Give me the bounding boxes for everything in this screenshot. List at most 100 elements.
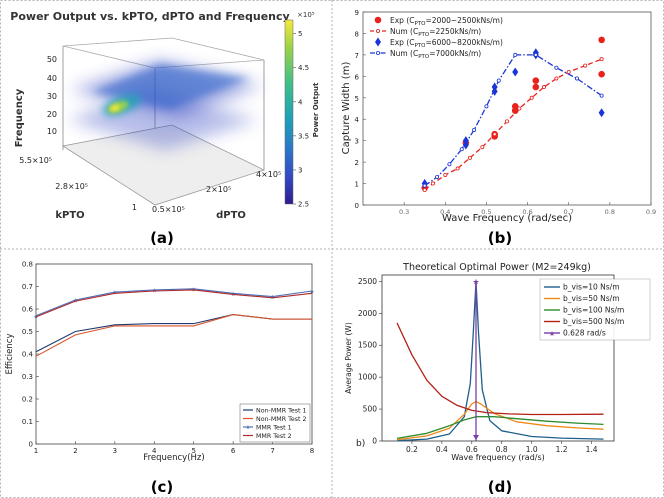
y-tick-label: 0 <box>372 437 377 446</box>
series-line <box>35 314 312 353</box>
legend-marker <box>375 51 380 56</box>
kpto-tick-label: 2.8×10⁵ <box>55 182 88 191</box>
legend-marker: ★ <box>549 330 555 338</box>
x-tick-label: 0.2 <box>406 445 418 454</box>
data-point <box>467 155 472 160</box>
y-tick-label: 0.2 <box>22 396 33 404</box>
x-tick-label: 4 <box>152 447 157 455</box>
legend-label-main: Exp (C <box>390 16 415 25</box>
legend-label: Exp (CPTO=6000~8200kNs/m) <box>390 38 503 49</box>
legend-marker <box>375 37 381 47</box>
reference-arrow <box>472 435 479 440</box>
y-tick-label: 6 <box>355 73 360 81</box>
panel-a-z-ticks: 50 40 30 20 10 <box>47 55 57 136</box>
y-tick-label: 0.1 <box>22 418 33 426</box>
colorbar-label: Power Output <box>312 82 320 137</box>
data-point <box>435 175 440 180</box>
legend-label: b_vis=10 Ns/m <box>563 283 620 292</box>
legend-label: Non-MMR Test 2 <box>256 416 306 423</box>
data-point <box>422 183 427 188</box>
series-line <box>35 314 312 357</box>
x-tick-label: 0.7 <box>564 208 574 216</box>
legend-label: b_vis=50 Ns/m <box>563 294 620 303</box>
series-line <box>396 322 604 416</box>
panel-d-series: ★ <box>396 277 604 442</box>
panel-c-legend: Non-MMR Test 1 Non-MMR Test 2 ★ MMR Test 1 M… <box>239 403 311 443</box>
legend-label-rest: =7000kNs/m) <box>429 49 481 58</box>
colorbar <box>284 19 294 205</box>
panel-d-ylabel: Average Power (W) <box>344 322 353 394</box>
panel-a-dpto-ticks: 0.5×10⁵ 2×10⁵ 4×10⁵ <box>152 170 281 214</box>
data-point <box>599 57 604 62</box>
data-point <box>598 36 605 44</box>
data-point <box>533 52 538 57</box>
panel-d-title: Theoretical Optimal Power (M2=249kg) <box>402 262 591 273</box>
series-line <box>396 400 604 441</box>
panel-a-zlabel: Frequency <box>14 88 25 147</box>
legend-label: Non-MMR Test 1 <box>256 407 306 414</box>
y-tick-label: 0 <box>355 202 359 210</box>
y-tick-label: 0.7 <box>22 283 33 291</box>
panel-d-optimal-power-chart: Theoretical Optimal Power (M2=249kg) 0.2… <box>344 262 651 462</box>
data-point <box>447 162 452 167</box>
data-point <box>459 147 464 152</box>
data-point <box>532 83 540 91</box>
y-tick-label: 5 <box>355 95 359 103</box>
panel-c-efficiency-chart: 1 2 3 4 5 6 7 800.10.20.30.40.50.60.70.8 ★★★ ★ ★★… <box>5 261 315 464</box>
legend-label-sub: PTO <box>415 21 427 27</box>
legend-label-rest: =6000~8200kNs/m) <box>426 38 503 47</box>
data-point <box>492 132 497 137</box>
legend-label-main: Exp (C <box>390 38 415 47</box>
data-point <box>462 136 469 146</box>
x-tick-label: 0.8 <box>605 208 615 216</box>
z-tick-label: 20 <box>47 110 57 119</box>
data-point <box>566 70 571 75</box>
y-tick-label: 1000 <box>358 373 377 382</box>
kpto-tick-label: 1 <box>132 203 137 212</box>
panel-a-label: (a) <box>150 229 174 247</box>
data-point <box>496 78 501 83</box>
data-point <box>532 77 540 84</box>
data-point <box>430 181 435 186</box>
colorbar-exponent: ×10⁵ <box>297 11 315 19</box>
colorbar-tick-label: 4 <box>298 98 303 106</box>
legend-label-sub: PTO <box>415 43 427 49</box>
panel-c-xlabel: Frequency(Hz) <box>143 453 204 463</box>
panel-c-label: (c) <box>151 478 174 496</box>
panel-c-ylabel: Efficiency <box>5 334 15 375</box>
y-tick-label: 1 <box>355 181 359 189</box>
legend-marker: ★ <box>246 425 251 431</box>
x-tick-label: 2 <box>73 447 77 455</box>
panel-c-ticks: 1 2 3 4 5 6 7 8 0 0.1 0.2 0.3 0.4 0.5 0.6 0.7 0.8 <box>22 261 314 456</box>
data-point <box>443 172 448 177</box>
x-tick-label: 1.0 <box>526 445 538 454</box>
x-tick-label: 6 <box>231 447 236 455</box>
y-tick-label: 2 <box>355 159 359 167</box>
legend-label: MMR Test 2 <box>256 433 292 440</box>
data-point <box>455 166 460 171</box>
panel-b-xlabel: Wave Frequency (rad/sec) <box>442 213 572 224</box>
panel-b-ticks: 0.3 0.4 0.5 0.6 0.7 0.8 0.9 0 1 2 3 4 5 6 7 8 9 <box>355 9 657 216</box>
y-tick-label: 7 <box>355 52 359 60</box>
legend-label-rest: =2000~2500kNs/m) <box>426 16 503 25</box>
legend-box <box>539 278 651 341</box>
data-point <box>491 82 498 92</box>
panel-d-label: (d) <box>488 478 512 496</box>
data-point <box>512 67 519 77</box>
panel-a-volume <box>68 60 262 150</box>
legend-label-sub: PTO <box>418 32 430 38</box>
x-tick-label: 1 <box>34 447 38 455</box>
data-point: ★ <box>309 289 314 296</box>
x-tick-label: 1.2 <box>556 445 568 454</box>
legend-label: Num (CPTO=2250kNs/m) <box>390 27 481 38</box>
legend-label: 0.628 rad/s <box>563 329 606 338</box>
x-tick-label: 0.4 <box>436 445 448 454</box>
data-point <box>517 106 522 111</box>
y-tick-label: 2000 <box>358 309 377 318</box>
y-tick-label: 1500 <box>358 341 377 350</box>
data-point <box>529 95 534 100</box>
panel-a-volume-plot: Power Output vs. kPTO, dPTO and Frequenc… <box>10 10 320 221</box>
x-tick-label: 8 <box>310 447 314 455</box>
colorbar-tick-label: 4.5 <box>298 64 309 72</box>
